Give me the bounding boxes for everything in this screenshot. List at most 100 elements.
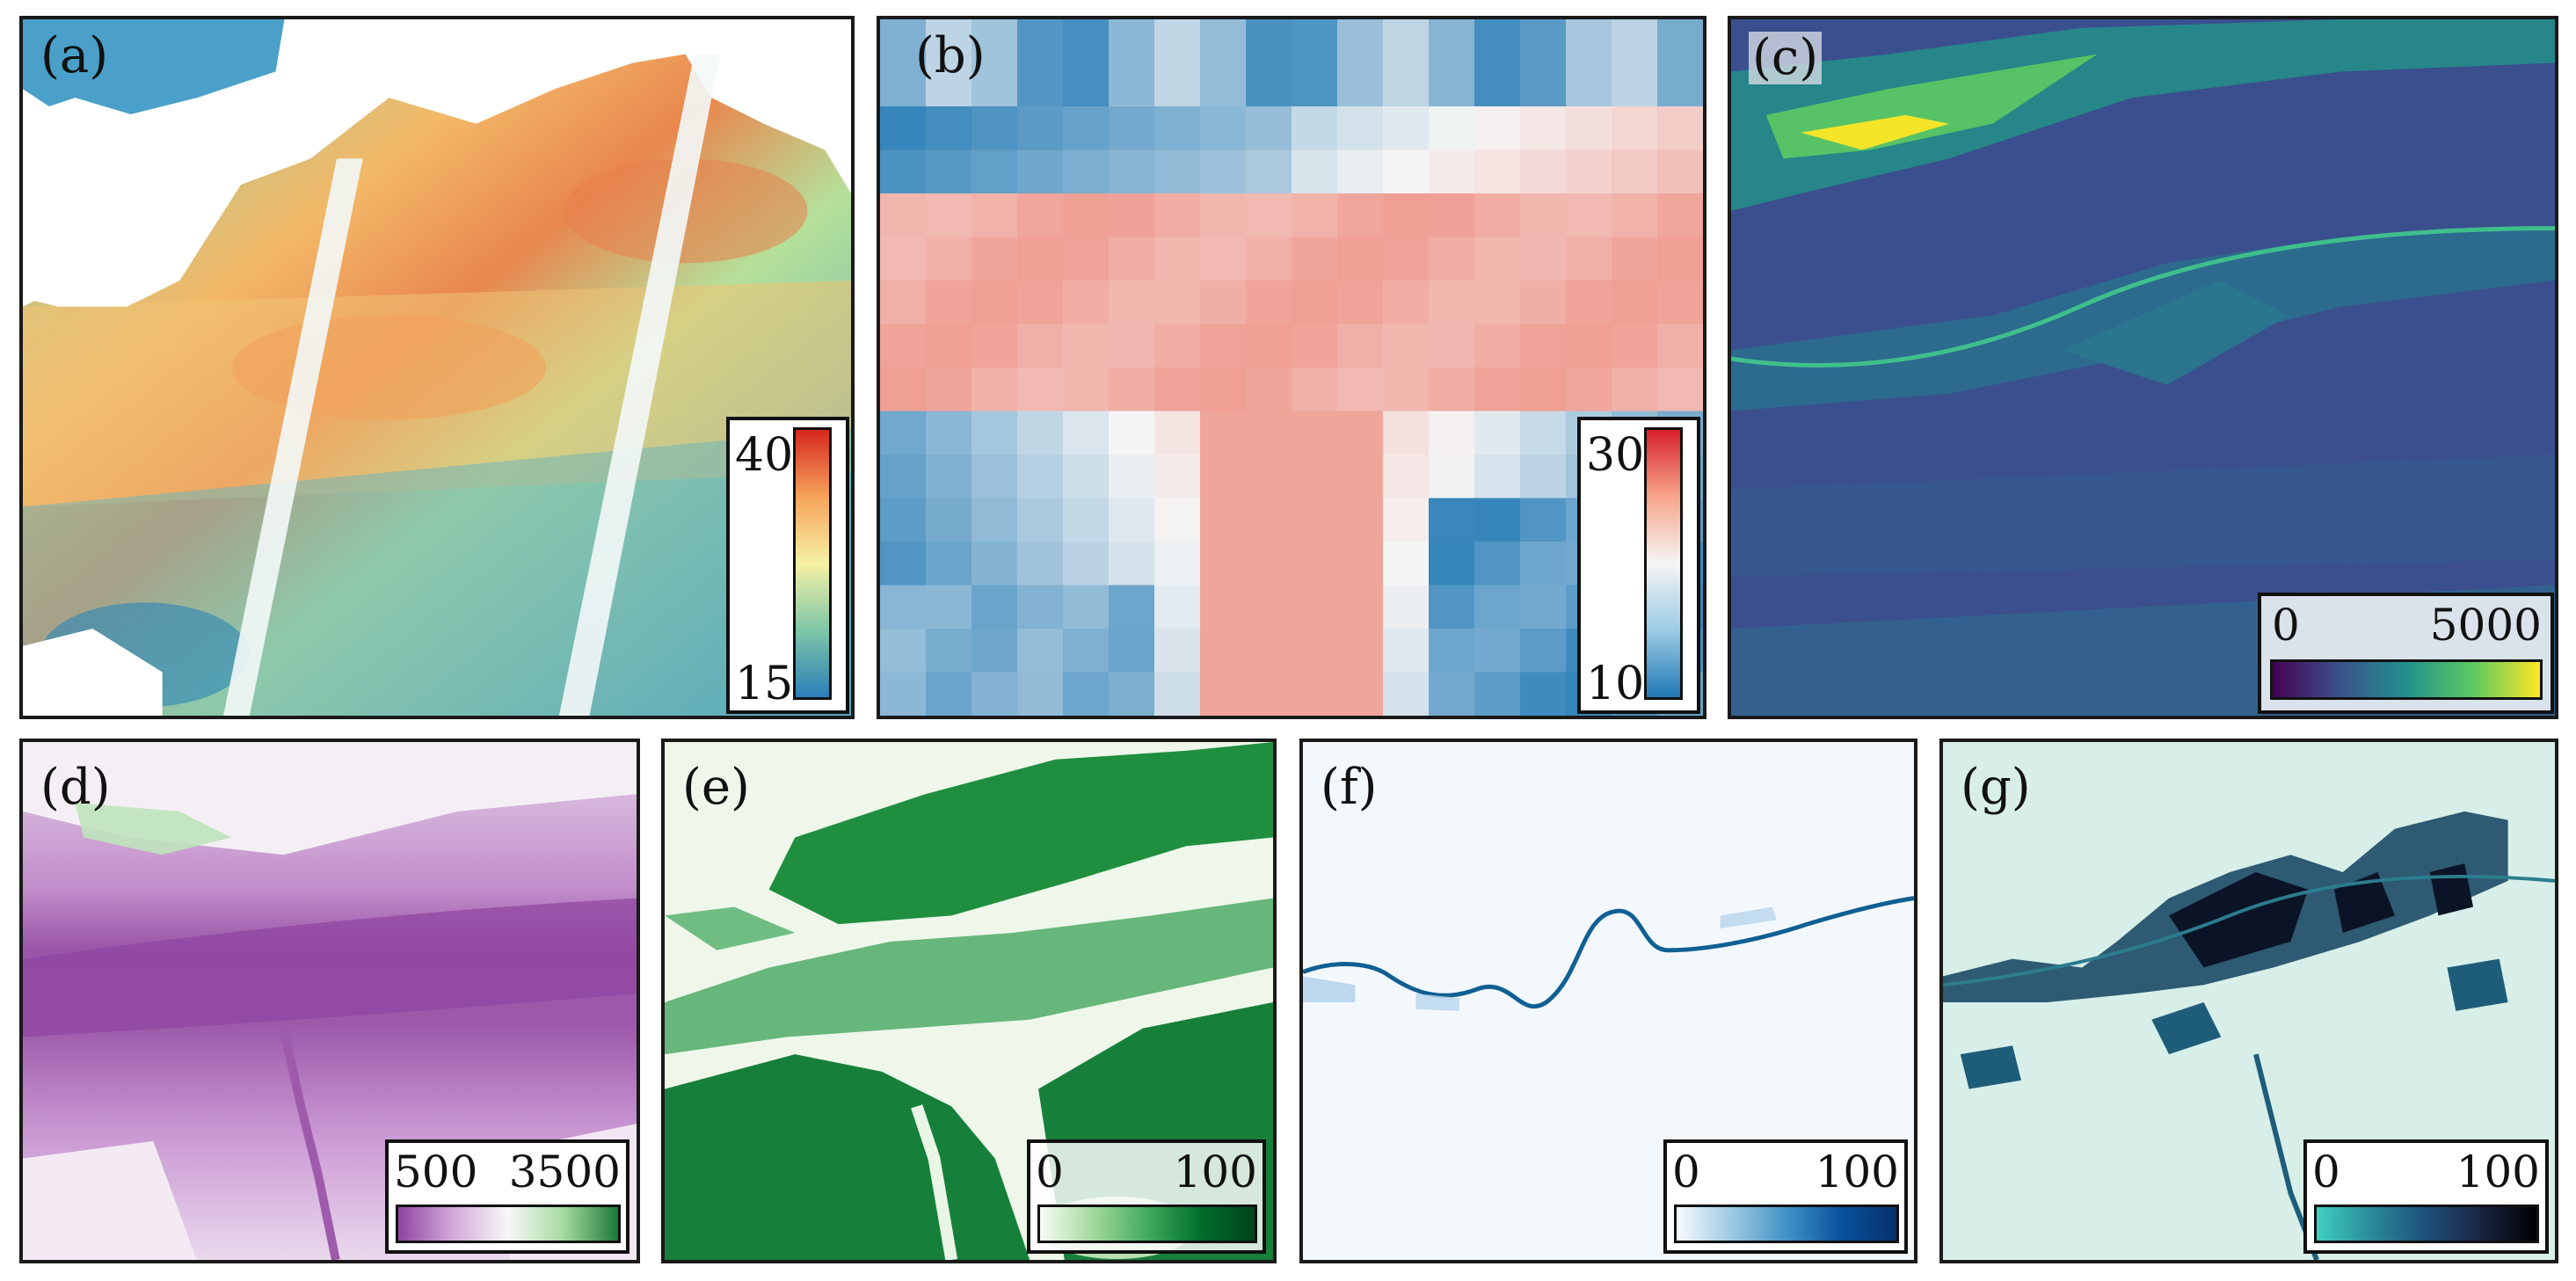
colorbar — [396, 1205, 621, 1243]
grid-cell — [1383, 542, 1430, 586]
grid-cell — [1017, 193, 1064, 238]
legend-max-label: 100 — [1815, 1146, 1899, 1197]
grid-cell — [1017, 19, 1064, 64]
grid-cell — [1337, 672, 1384, 716]
grid-cell — [971, 62, 1018, 107]
grid-cell — [1520, 237, 1567, 281]
colorbar-legend: 0 5000 — [2258, 593, 2554, 714]
grid-cell — [1566, 280, 1612, 325]
grid-cell — [1246, 498, 1292, 542]
grid-cell — [926, 106, 972, 151]
panel-label: (d) — [40, 759, 111, 816]
legend-min-label: 15 — [735, 658, 794, 710]
grid-cell — [1200, 324, 1247, 368]
grid-cell — [971, 368, 1018, 412]
grid-cell — [1246, 672, 1292, 716]
grid-cell — [1154, 280, 1201, 325]
grid-cell — [1109, 672, 1155, 716]
legend-max-label: 30 — [1586, 429, 1645, 482]
grid-cell — [1017, 585, 1064, 630]
grid-cell — [1200, 106, 1247, 151]
grid-cell — [1474, 280, 1521, 325]
grid-cell — [1474, 237, 1521, 281]
colorbar-legend: 0 100 — [1027, 1139, 1266, 1254]
grid-cell — [1383, 106, 1430, 151]
grid-cell — [1109, 629, 1155, 673]
grid-cell — [1520, 62, 1567, 107]
grid-cell — [1520, 672, 1567, 716]
grid-cell — [1246, 542, 1292, 586]
grid-cell — [1292, 280, 1338, 325]
grid-cell — [1337, 324, 1384, 368]
grid-cell — [926, 149, 972, 194]
grid-cell — [926, 498, 972, 542]
grid-cell — [1337, 62, 1384, 107]
grid-cell — [1337, 19, 1384, 64]
legend-min-label: 0 — [1672, 1146, 1700, 1197]
grid-cell — [1520, 106, 1567, 151]
grid-cell — [1292, 149, 1338, 194]
legend-max-label: 100 — [1173, 1146, 1257, 1197]
grid-cell — [1657, 368, 1703, 412]
grid-cell — [1063, 411, 1110, 455]
grid-cell — [1063, 62, 1110, 107]
grid-cell — [1154, 368, 1201, 412]
grid-cell — [1063, 455, 1110, 499]
grid-cell — [1292, 62, 1338, 107]
grid-cell — [1063, 368, 1110, 412]
grid-cell — [880, 498, 927, 542]
grid-cell — [1429, 149, 1475, 194]
grid-cell — [1383, 19, 1430, 64]
grid-cell — [1292, 237, 1338, 281]
grid-cell — [1474, 629, 1521, 673]
grid-cell — [880, 672, 927, 716]
grid-cell — [880, 62, 927, 107]
grid-cell — [1109, 585, 1155, 630]
grid-cell — [1200, 542, 1247, 586]
grid-cell — [1292, 629, 1338, 673]
grid-cell — [1383, 411, 1430, 455]
grid-cell — [880, 106, 927, 151]
grid-cell — [1154, 585, 1201, 630]
grid-cell — [1292, 542, 1338, 586]
panel-f: (f) 0 100 — [1299, 739, 1917, 1263]
grid-cell — [1063, 149, 1110, 194]
grid-cell — [1520, 542, 1567, 586]
grid-cell — [1292, 455, 1338, 499]
grid-cell — [1474, 672, 1521, 716]
grid-cell — [880, 193, 927, 238]
grid-cell — [971, 411, 1018, 455]
grid-cell — [1200, 368, 1247, 412]
grid-cell — [1017, 498, 1064, 542]
grid-cell — [926, 368, 972, 412]
grid-cell — [1429, 237, 1475, 281]
grid-cell — [1109, 455, 1155, 499]
grid-cell — [1246, 193, 1292, 238]
grid-cell — [1246, 19, 1292, 64]
grid-cell — [1383, 193, 1430, 238]
grid-cell — [880, 368, 927, 412]
grid-cell — [1246, 411, 1292, 455]
panel-label: (g) — [1961, 759, 2031, 816]
grid-cell — [971, 106, 1018, 151]
grid-cell — [971, 193, 1018, 238]
grid-cell — [1657, 324, 1703, 368]
grid-cell — [1017, 542, 1064, 586]
grid-cell — [1017, 324, 1064, 368]
grid-cell — [926, 542, 972, 586]
grid-cell — [1200, 149, 1247, 194]
grid-cell — [1383, 455, 1430, 499]
grid-cell — [1429, 542, 1475, 586]
grid-cell — [971, 324, 1018, 368]
grid-cell — [880, 149, 927, 194]
grid-cell — [1154, 455, 1201, 499]
grid-cell — [1200, 237, 1247, 281]
grid-cell — [1109, 193, 1155, 238]
legend-max-label: 40 — [735, 429, 794, 482]
grid-cell — [1429, 106, 1475, 151]
grid-cell — [1200, 280, 1247, 325]
grid-cell — [1383, 324, 1430, 368]
grid-cell — [1292, 368, 1338, 412]
grid-cell — [1429, 19, 1475, 64]
grid-cell — [1474, 62, 1521, 107]
